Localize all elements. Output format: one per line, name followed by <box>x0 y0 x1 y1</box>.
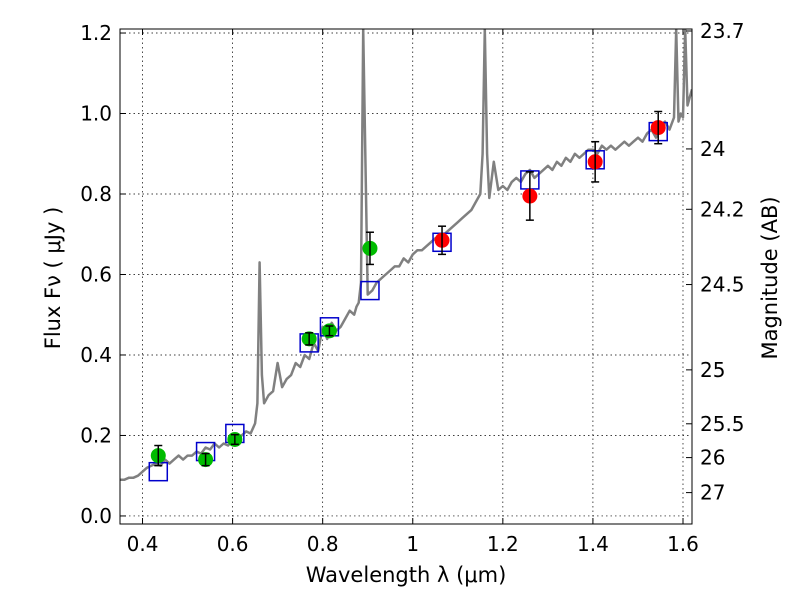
right-y-tick-label: 25 <box>700 358 725 382</box>
plot-area <box>119 28 693 525</box>
x-tick-label: 1.6 <box>667 532 699 556</box>
x-tick-label: 0.8 <box>307 532 339 556</box>
right-y-tick-label: 27 <box>700 481 725 505</box>
right-y-tick-label: 25.5 <box>700 412 745 436</box>
right-y-tick-label: 26 <box>700 446 725 470</box>
x-axis-title: Wavelength λ (μm) <box>306 563 507 587</box>
x-tick-label: 1 <box>406 532 419 556</box>
y-axis-title: Flux Fν ( μJy ) <box>41 207 65 350</box>
x-tick-label: 1.2 <box>487 532 519 556</box>
y-tick-label: 0.0 <box>80 504 112 528</box>
x-tick-label: 1.4 <box>577 532 609 556</box>
plot-frame <box>119 28 693 525</box>
y-tick-label: 0.8 <box>80 182 112 206</box>
right-y-tick-label: 23.7 <box>700 19 745 43</box>
x-tick-label: 0.4 <box>127 532 159 556</box>
y-tick-label: 0.6 <box>80 262 112 286</box>
x-tick-label: 0.6 <box>217 532 249 556</box>
spectrum-line <box>120 29 692 481</box>
y-tick-label: 0.2 <box>80 423 112 447</box>
y-tick-label: 0.4 <box>80 343 112 367</box>
axis-ticks: 0.4 0.6 0.8 1 1.2 1.4 1.6 0.0 0.2 0.4 0.6 0.8 1.0 1.2… <box>80 19 744 556</box>
model-photometry-square <box>360 280 380 301</box>
y-tick-label: 1.0 <box>80 102 112 126</box>
right-y-tick-label: 24.5 <box>700 273 745 297</box>
right-y-axis-title: Magnitude (AB) <box>758 196 782 359</box>
right-y-tick-label: 24 <box>700 137 725 161</box>
plot-contents <box>120 29 692 524</box>
y-tick-label: 1.2 <box>80 21 112 45</box>
right-y-tick-label: 24.2 <box>700 197 745 221</box>
